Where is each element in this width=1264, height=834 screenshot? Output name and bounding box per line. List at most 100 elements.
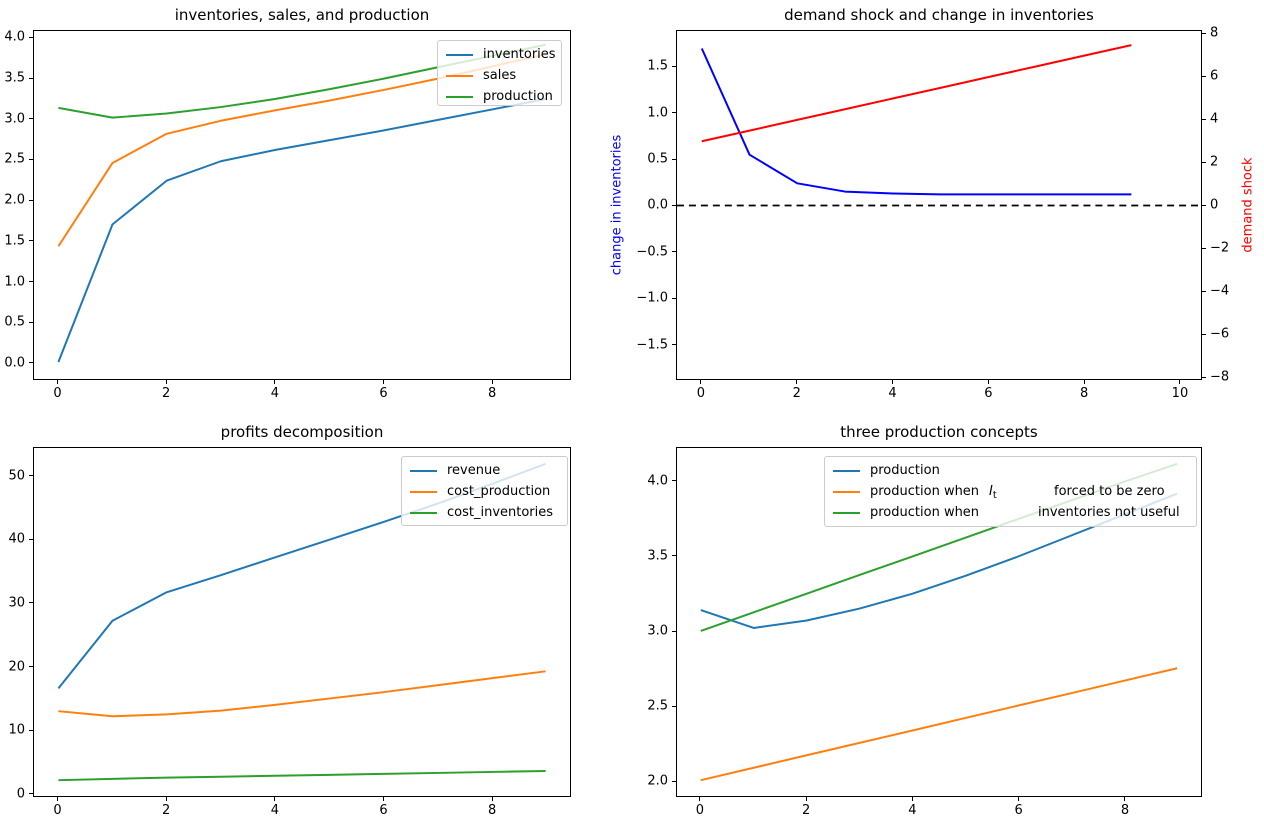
y-tick-label: 3.5 [647,548,668,564]
x-tick-label: 2 [802,803,811,818]
y-tick-mark [29,321,33,323]
y-tick-label: 1.0 [4,274,25,289]
y-tick-label: 20 [8,659,25,675]
y-tick-label: 3.5 [4,70,25,86]
y-tick-label: −1.0 [636,290,668,306]
right-y-tick-label: 8 [1210,25,1219,41]
y-tick-mark [672,780,676,782]
right-y-tick-mark [1202,376,1206,378]
y-tick-mark [29,199,33,201]
y-tick-label: 3.0 [4,111,25,127]
legend-label: cost_production [447,481,567,502]
right-y-tick-label: 4 [1210,111,1219,127]
right-y-tick-label: 2 [1210,154,1219,170]
y-tick-mark [672,251,676,253]
legend-label-segment: revenue [447,463,501,478]
right-y-tick-mark [1202,75,1206,77]
y-tick-mark [29,793,33,795]
legend-line-sample [446,53,473,56]
legend-label-segment: cost_production [447,484,551,499]
y-tick-label: 1.0 [647,105,668,121]
legend-row: cost_inventories [402,502,567,523]
x-tick-mark [1083,380,1085,384]
x-tick-label: 10 [1171,386,1189,401]
x-tick-label: 4 [270,803,279,818]
y-tick-label: 10 [8,722,25,738]
y-tick-label: 0.0 [647,197,668,213]
series-line-demand-shock [701,44,1132,143]
right-y-tick-label: −8 [1210,369,1230,385]
right-y-tick-label: 0 [1210,197,1219,213]
y-tick-label: 2.5 [647,698,668,714]
x-tick-label: 6 [984,386,993,401]
y-tick-label: 0.5 [647,151,668,167]
x-tick-mark [796,380,798,384]
x-tick-mark [165,380,167,384]
x-tick-label: 8 [488,803,497,818]
y-tick-mark [29,729,33,731]
y-tick-label: 0.0 [4,355,25,371]
y-tick-mark [29,362,33,364]
legend-label: inventories [483,44,561,65]
y-tick-label: 4.0 [647,473,668,489]
legend-row: production [825,460,1196,481]
plot-area-demand-shock-change-in-inventories [676,30,1202,380]
x-tick-label: 4 [270,386,279,401]
x-tick-mark [805,797,807,801]
legend-label-segment: sales [483,68,517,83]
x-tick-mark [274,797,276,801]
y-tick-mark [672,480,676,482]
y-tick-mark [29,281,33,282]
right-y-tick-mark [1202,161,1206,163]
legend-label: production [870,460,1196,481]
legend-label: revenue [447,460,567,481]
right-y-tick-mark [1202,247,1206,249]
legend-profits-decomposition: revenue cost_production cost_inventories [401,456,568,526]
x-tick-label: 6 [379,386,388,401]
legend-row: production when inventories not useful [825,502,1196,523]
legend-label: cost_inventories [447,502,567,523]
y-tick-mark [29,240,33,242]
right-y-tick-mark [1202,290,1206,292]
y-tick-mark [29,666,33,668]
x-tick-mark [56,797,58,801]
y-tick-label: 2.5 [4,151,25,167]
legend-label-segment: forced to be zero [1054,484,1165,499]
x-tick-label: 2 [162,386,171,401]
x-tick-label: 2 [792,386,801,401]
right-y-tick-label: −2 [1210,240,1230,256]
x-tick-label: 0 [53,386,62,401]
legend-row: production [438,86,561,107]
y-tick-mark [29,602,33,604]
x-tick-mark [383,797,384,801]
right-y-tick-label: −4 [1210,283,1230,299]
y-tick-label: 1.5 [4,233,25,249]
legend-line-sample [446,74,473,77]
legend-line-sample [833,511,860,514]
legend-label-segment: production when [870,505,980,520]
x-tick-mark [165,797,167,801]
x-tick-label: 6 [379,803,388,818]
y-tick-mark [672,112,676,114]
legend-label: production when It forced to be zero [870,481,1196,502]
x-tick-mark [699,797,701,801]
x-tick-mark [1179,380,1181,384]
legend-label-segment: t [992,490,997,501]
right-y-tick-label: 6 [1210,68,1219,84]
x-tick-label: 0 [53,803,62,818]
y-tick-label: 3.0 [647,623,668,639]
y-tick-mark [672,705,676,707]
y-tick-label: 2.0 [647,773,668,789]
legend-label: production when inventories not useful [870,502,1196,523]
ylabel-demand-shock: demand shock [1240,157,1256,253]
y-tick-label: 0.5 [4,314,25,330]
series-line-production-when-It-forced-to-be-zero [700,667,1178,782]
y-tick-mark [672,344,676,346]
y-tick-label: −0.5 [636,244,668,260]
legend-label-segment: production when [870,484,980,499]
x-tick-label: 4 [888,386,897,401]
right-y-tick-label: −6 [1210,326,1230,342]
x-tick-mark [491,380,493,384]
y-tick-label: 50 [8,468,25,484]
